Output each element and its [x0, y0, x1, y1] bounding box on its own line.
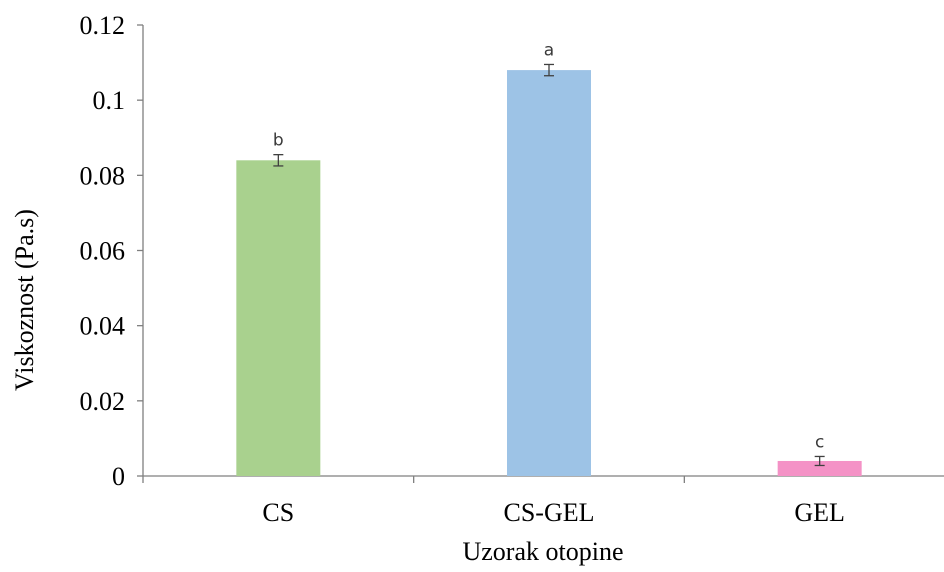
- y-axis-title: Viskoznost (Pa.s): [10, 209, 39, 391]
- x-tick-label: GEL: [794, 498, 845, 527]
- x-tick-label: CS-GEL: [504, 498, 595, 527]
- x-axis-title: Uzorak otopine: [462, 537, 623, 566]
- y-tick-label: 0.02: [80, 387, 126, 416]
- y-tick-label: 0.08: [80, 161, 126, 190]
- x-axis: CS CS-GEL GEL: [142, 475, 944, 527]
- y-tick-label: 0.1: [93, 86, 126, 115]
- y-axis: 0 0.02 0.04 0.06 0.08 0.1 0.12: [80, 11, 144, 491]
- bars: b a c: [236, 40, 862, 477]
- significance-letter: b: [273, 131, 284, 151]
- x-tick-label: CS: [262, 498, 294, 527]
- y-tick-label: 0.06: [80, 237, 126, 266]
- bar-cs-gel: [507, 70, 591, 476]
- significance-letter: a: [544, 40, 554, 60]
- significance-letter: c: [815, 432, 824, 452]
- bar-cs: [236, 160, 321, 477]
- y-tick-label: 0: [112, 462, 125, 491]
- bar-gel: [777, 460, 862, 476]
- y-tick-label: 0.12: [80, 11, 126, 40]
- y-tick-label: 0.04: [80, 312, 126, 341]
